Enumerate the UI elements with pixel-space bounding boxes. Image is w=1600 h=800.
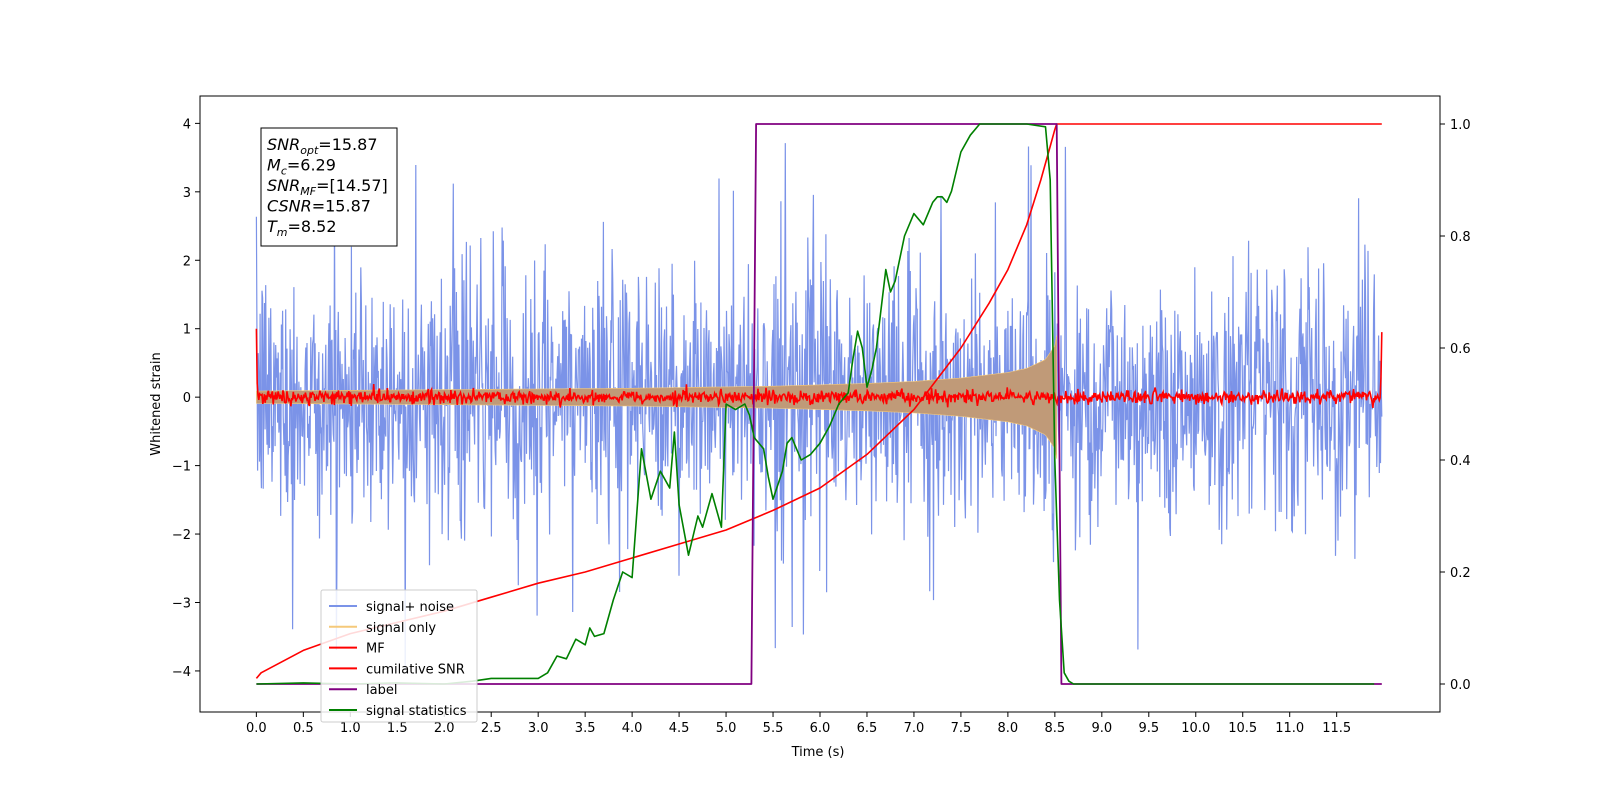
annotation-symbol: SNR [267, 135, 300, 154]
y2-tick-label: 0.2 [1450, 566, 1471, 581]
y2-tick-label: 0.4 [1450, 454, 1471, 469]
annotation-subscript: m [277, 226, 288, 239]
y2-tick-label: 1.0 [1450, 118, 1471, 133]
x-tick-label: 3.0 [528, 721, 549, 736]
x-tick-label: 11.0 [1275, 721, 1304, 736]
x-tick-label: 0.5 [293, 721, 314, 736]
x-tick-label: 6.0 [810, 721, 831, 736]
y-tick-label: −1 [172, 460, 191, 475]
x-tick-label: 0.0 [246, 721, 267, 736]
x-tick-label: 1.5 [387, 721, 408, 736]
annotation-value: =[14.57] [316, 176, 388, 195]
x-tick-label: 8.5 [1045, 721, 1066, 736]
annotation-subscript: c [281, 165, 287, 178]
x-tick-label: 4.0 [622, 721, 643, 736]
x-tick-label: 8.0 [998, 721, 1019, 736]
x-tick-label: 7.0 [904, 721, 925, 736]
annotation-symbol: CSNR [267, 197, 312, 216]
annotation-frame [260, 127, 398, 247]
y-axis-left: −4 −3 −2 −1 0 1 2 3 4 [172, 117, 200, 680]
y-tick-label: 2 [183, 254, 191, 269]
y-tick-label: 1 [183, 323, 191, 338]
annotation-symbol: SNR [267, 176, 300, 195]
legend-label: signal only [366, 621, 436, 636]
annotation-snr-opt: SNRopt=15.87 [267, 135, 378, 157]
x-tick-label: 9.5 [1138, 721, 1159, 736]
x-tick-label: 2.5 [481, 721, 502, 736]
x-tick-label: 1.0 [340, 721, 361, 736]
x-axis-label: Time (s) [791, 745, 845, 760]
y2-tick-label: 0.6 [1450, 342, 1471, 357]
legend-label: label [366, 683, 397, 698]
series-signal-statistics [256, 123, 1375, 685]
legend-frame [320, 589, 478, 723]
y-tick-label: 0 [183, 391, 191, 406]
legend-label: signal+ noise [366, 600, 454, 615]
x-tick-label: 2.0 [434, 721, 455, 736]
x-tick-label: 3.5 [575, 721, 596, 736]
annotation-subscript: MF [300, 185, 316, 198]
annotation-value: =15.87 [318, 135, 377, 154]
y-tick-label: −2 [172, 528, 191, 543]
y-tick-label: −4 [172, 665, 191, 680]
x-tick-label: 9.0 [1091, 721, 1112, 736]
legend: signal+ noise signal only MF cumilative SNR… [320, 589, 478, 723]
y-tick-label: 3 [183, 186, 191, 201]
x-tick-label: 4.5 [669, 721, 690, 736]
x-tick-label: 10.0 [1181, 721, 1210, 736]
x-tick-label: 5.5 [763, 721, 784, 736]
y-tick-label: −3 [172, 596, 191, 611]
y2-tick-label: 0.0 [1450, 678, 1471, 693]
annotation-subscript: opt [300, 144, 319, 157]
x-tick-label: 5.0 [716, 721, 737, 736]
annotation-symbol: M [267, 156, 281, 175]
annotation-value: =6.29 [287, 156, 336, 175]
legend-label: signal statistics [366, 704, 467, 719]
annotation-mc: Mc=6.29 [267, 156, 336, 178]
x-tick-label: 11.5 [1322, 721, 1351, 736]
y2-tick-label: 0.8 [1450, 230, 1471, 245]
annotation-symbol: T [267, 217, 278, 236]
y-axis-label: Whitened strain [149, 352, 164, 455]
y-tick-label: 4 [183, 117, 191, 132]
x-tick-label: 6.5 [857, 721, 878, 736]
legend-label: cumilative SNR [366, 662, 465, 677]
series-signal-noise [255, 143, 1383, 670]
y-axis-right: 0.0 0.2 0.4 0.6 0.8 1.0 [1440, 118, 1471, 693]
annotation-snr-mf: SNRMF=[14.57] [267, 176, 388, 198]
x-axis: 0.0 0.5 1.0 1.5 2.0 2.5 3.0 3.5 4.0 4.5 5.0 5.5 6.0 6… [246, 712, 1351, 736]
annotation-tm: Tm=8.52 [267, 217, 337, 239]
annotation-value: =8.52 [288, 217, 337, 236]
annotation-value: =15.87 [312, 197, 371, 216]
legend-label: MF [366, 642, 385, 657]
x-tick-label: 7.5 [951, 721, 972, 736]
annotation-csnr: CSNR=15.87 [267, 197, 371, 216]
series-mf [255, 328, 1383, 409]
x-tick-label: 10.5 [1228, 721, 1257, 736]
stats-annotation-box: SNRopt=15.87Mc=6.29SNRMF=[14.57]CSNR=15.… [260, 127, 398, 247]
